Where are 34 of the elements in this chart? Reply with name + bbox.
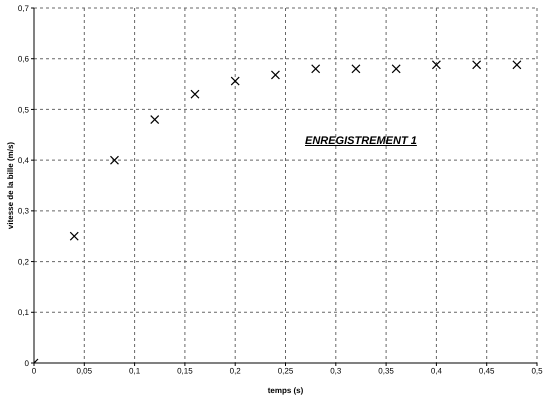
- x-axis-title: temps (s): [268, 386, 304, 395]
- point: [472, 60, 482, 70]
- point: [190, 90, 200, 99]
- x-tick-label: 0: [32, 366, 37, 376]
- y-tick-label: 0,2: [18, 257, 30, 266]
- x-tick-label: 0,45: [478, 366, 496, 376]
- y-tick-label: 0,4: [18, 156, 30, 165]
- y-tick-label: 0,5: [18, 105, 30, 114]
- x-tick-label: 0,25: [278, 366, 294, 376]
- y-tick-label: 0: [24, 358, 30, 368]
- y-tick-label: 0,6: [18, 54, 30, 64]
- point: [392, 64, 401, 74]
- y-axis-title: vitesse de la bille (m/s): [6, 142, 15, 230]
- x-tick-label: 0,5: [531, 366, 544, 376]
- point: [150, 114, 160, 124]
- y-tick-label: 0,3: [18, 206, 30, 216]
- point: [512, 60, 522, 70]
- point: [432, 60, 441, 70]
- x-tick-label: 0,35: [378, 366, 394, 376]
- x-tick-label: 0,2: [230, 366, 242, 376]
- point: [70, 232, 79, 241]
- annotation: ENREGISTREMENT 1: [305, 135, 417, 147]
- x-tick-label: 0,15: [177, 366, 194, 376]
- point: [230, 76, 240, 86]
- point: [110, 156, 120, 165]
- point: [270, 70, 280, 80]
- x-tick-label: 0,1: [129, 366, 141, 376]
- point: [351, 64, 361, 74]
- x-tick-label: 0,3: [330, 366, 342, 376]
- y-tick-label: 0,1: [18, 308, 30, 318]
- x-tick-label: 0,4: [430, 366, 443, 376]
- x-tick-label: 0,05: [76, 366, 93, 376]
- point: [311, 64, 320, 74]
- y-tick-label: 0,7: [18, 4, 30, 13]
